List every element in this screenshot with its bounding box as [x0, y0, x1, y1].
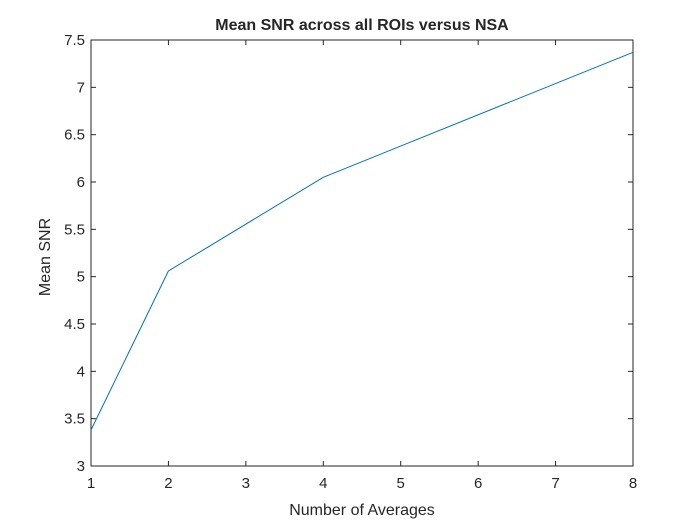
y-tick-label: 7.5: [64, 32, 85, 49]
series-line: [90, 51, 634, 431]
x-tick-label: 8: [629, 475, 637, 492]
y-tick-label: 5: [77, 269, 85, 286]
x-tick-label: 6: [474, 475, 482, 492]
y-tick-label: 4: [77, 363, 85, 380]
x-tick-label: 4: [319, 475, 327, 492]
y-tick-label: 5.5: [64, 221, 85, 238]
y-tick-label: 6: [77, 174, 85, 191]
y-axis-title: Mean SNR: [37, 218, 54, 296]
y-tick-label: 6.5: [64, 127, 85, 144]
x-tick-label: 3: [242, 475, 250, 492]
x-tick-label: 7: [551, 475, 559, 492]
plot-area-box: [90, 39, 634, 467]
y-tick-label: 7: [77, 79, 85, 96]
chart-title: Mean SNR across all ROIs versus NSA: [215, 17, 509, 34]
y-tick-label: 3.5: [64, 411, 85, 428]
x-tick-label: 1: [87, 475, 95, 492]
x-axis-title: Number of Averages: [289, 502, 435, 519]
axes: 1 2 3 4 5 6 7 8 3 3.5 4 4.5 5 5.5 6 6.5 7 7.5: [64, 32, 637, 492]
x-tick-label: 5: [397, 475, 405, 492]
x-tick-label: 2: [164, 475, 172, 492]
series-group: [90, 51, 634, 431]
y-tick-label: 4.5: [64, 316, 85, 333]
y-tick-label: 3: [77, 458, 85, 475]
